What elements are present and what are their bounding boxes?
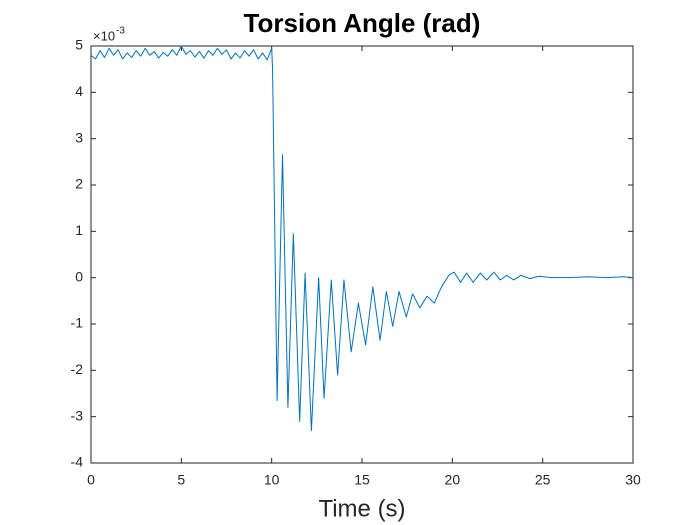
x-tick-label: 15 (354, 472, 370, 488)
y-tick-label: 3 (75, 129, 83, 145)
y-tick-label: -3 (71, 407, 84, 423)
data-line (90, 45, 634, 432)
y-tick-label: 0 (75, 268, 83, 284)
x-tick-label: 10 (264, 472, 280, 488)
x-tick-label: 5 (177, 472, 185, 488)
x-tick-label: 30 (625, 472, 641, 488)
y-exponent: -3 (116, 26, 125, 37)
y-tick-label: 1 (75, 222, 83, 238)
y-tick-label: 4 (75, 83, 83, 99)
y-tick-label: -4 (71, 454, 84, 470)
chart-title: Torsion Angle (rad) (244, 8, 481, 38)
y-multiplier: ×10 (93, 28, 115, 43)
x-tick-label: 0 (87, 472, 95, 488)
y-tick-label: 2 (75, 176, 83, 192)
y-tick-label: -1 (71, 315, 84, 331)
y-tick-label: 5 (75, 37, 83, 53)
x-tick-label: 20 (445, 472, 461, 488)
plot-frame (90, 45, 634, 464)
x-tick-label: 25 (535, 472, 551, 488)
y-tick-label: -2 (71, 361, 84, 377)
x-axis-label: Time (s) (318, 495, 405, 522)
